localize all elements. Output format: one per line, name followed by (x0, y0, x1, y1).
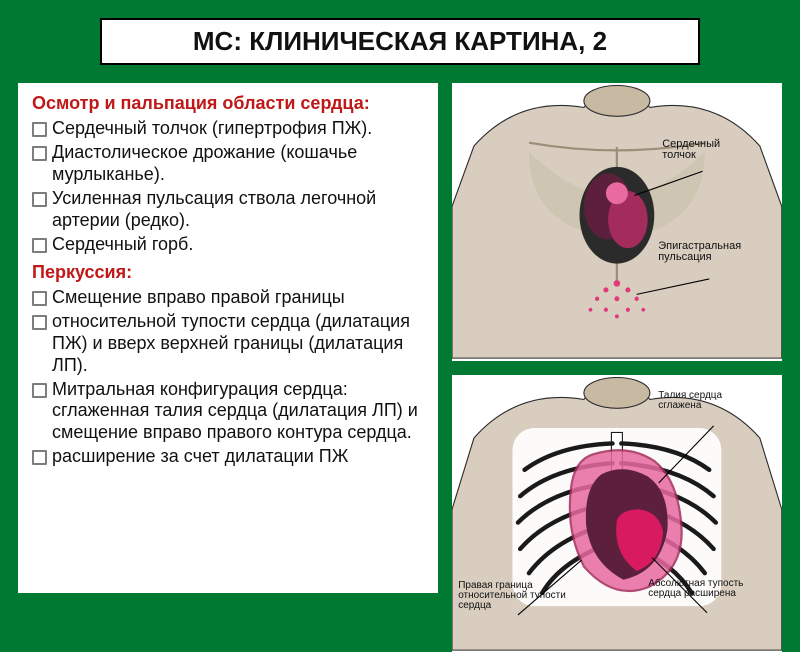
list-item: расширение за счет дилатации ПЖ (32, 446, 426, 468)
list-item: Смещение вправо правой границы (32, 287, 426, 309)
figure-palpation: Сердечный толчок Эпигастральная пульсаци… (452, 83, 782, 361)
list-item: Усиленная пульсация ствола легочной арте… (32, 188, 426, 232)
text-column: Осмотр и пальпация области сердца: Серде… (18, 83, 438, 593)
label-epigastric-pulsation: Эпигастральная пульсация (658, 241, 750, 263)
figure-column: Сердечный толчок Эпигастральная пульсаци… (452, 83, 782, 652)
label-waist-flattened: Талия сердца сглажена (658, 391, 744, 411)
section2-heading: Перкуссия: (32, 262, 426, 283)
section1-list: Сердечный толчок (гипертрофия ПЖ). Диаст… (32, 118, 426, 256)
section1-heading: Осмотр и пальпация области сердца: (32, 93, 426, 114)
section2-list: Смещение вправо правой границы относител… (32, 287, 426, 469)
label-absolute-dullness: Абсолютная тупость сердца расширена (648, 579, 748, 599)
list-item: Диастолическое дрожание (кошачье мурлыка… (32, 142, 426, 186)
label-cardiac-impulse: Сердечный толчок (662, 139, 742, 161)
list-item: Сердечный толчок (гипертрофия ПЖ). (32, 118, 426, 140)
list-item: относительной тупости сердца (дилатация … (32, 311, 426, 377)
content-row: Осмотр и пальпация области сердца: Серде… (18, 83, 782, 652)
list-item: Митральная конфигурация сердца: сглаженн… (32, 379, 426, 445)
page-title: МС: КЛИНИЧЕСКАЯ КАРТИНА, 2 (100, 18, 700, 65)
label-right-border: Правая граница относительной тупости сер… (458, 581, 568, 611)
figure-percussion: Талия сердца сглажена Правая граница отн… (452, 375, 782, 652)
list-item: Сердечный горб. (32, 234, 426, 256)
